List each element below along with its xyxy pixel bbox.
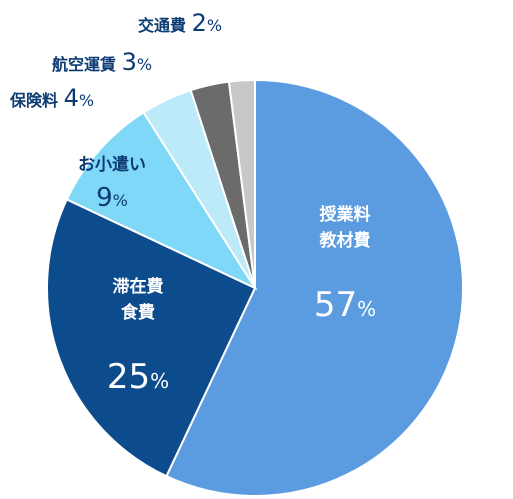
slice-label-name: 食費 — [121, 302, 155, 323]
slice-label-name: 授業料 — [320, 204, 371, 225]
slice-label-3: お小遣い 9% — [78, 154, 146, 213]
slice-label-name: 滞在費 — [113, 276, 164, 297]
pie-slices — [46, 78, 464, 497]
slice-label-text: 航空運賃 3% — [52, 48, 152, 76]
slice-label-text: 交通費 2% — [138, 9, 222, 37]
slice-label-5: 航空運賃 3% — [52, 48, 152, 76]
pie-slice-3 — [65, 110, 258, 291]
slice-label-text: 保険料 4% — [9, 84, 94, 112]
slice-label-value: 25% — [107, 357, 169, 397]
pie-slice-2 — [46, 198, 257, 478]
slice-label-6: 交通費 2% — [138, 9, 222, 37]
slice-label-value: 57% — [314, 285, 376, 325]
slice-label-name: お小遣い — [78, 154, 146, 175]
pie-slice-6 — [227, 78, 256, 289]
slice-label-value: 9% — [96, 183, 128, 213]
pie-slice-1 — [165, 78, 464, 497]
slice-label-4: 保険料 4% — [9, 84, 94, 112]
slice-label-name: 教材費 — [319, 230, 371, 251]
